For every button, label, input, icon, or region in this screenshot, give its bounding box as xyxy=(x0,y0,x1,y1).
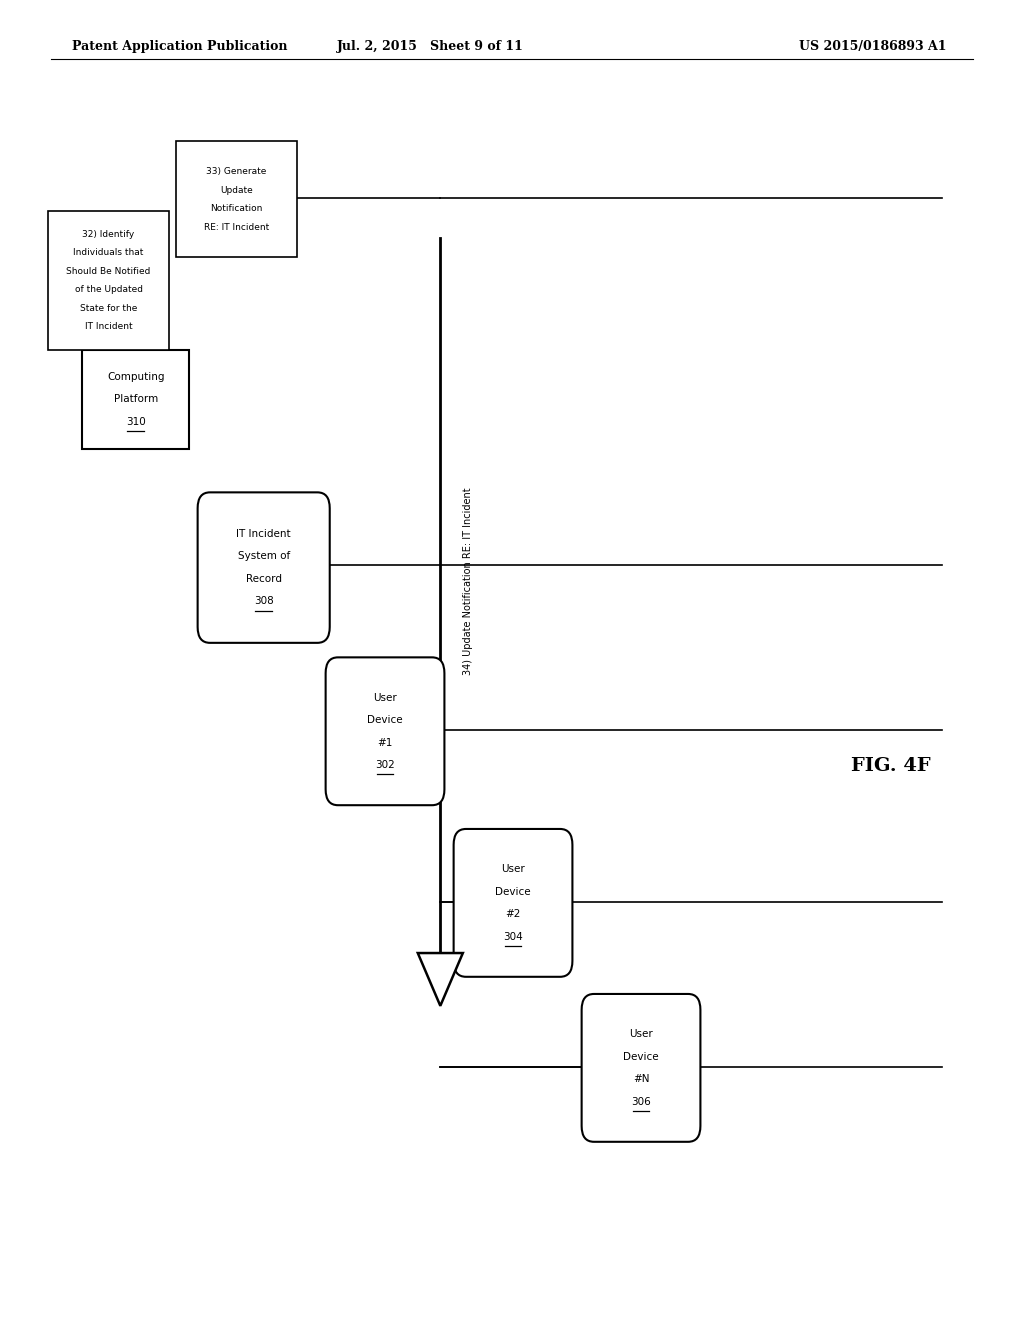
Text: Computing: Computing xyxy=(106,372,165,381)
Text: 308: 308 xyxy=(254,597,273,606)
Bar xyxy=(176,141,297,257)
Text: IT Incident: IT Incident xyxy=(85,322,132,331)
Text: 34) Update Notification RE: IT Incident: 34) Update Notification RE: IT Incident xyxy=(463,487,473,675)
Text: 304: 304 xyxy=(503,932,523,941)
Text: 32) Identify: 32) Identify xyxy=(82,230,135,239)
Text: FIG. 4F: FIG. 4F xyxy=(851,756,931,775)
FancyBboxPatch shape xyxy=(454,829,572,977)
Text: RE: IT Incident: RE: IT Incident xyxy=(204,223,269,231)
Text: #1: #1 xyxy=(377,738,393,747)
Text: Update: Update xyxy=(220,186,253,194)
FancyBboxPatch shape xyxy=(326,657,444,805)
Text: Individuals that: Individuals that xyxy=(74,248,143,257)
Text: 33) Generate: 33) Generate xyxy=(207,168,266,176)
Bar xyxy=(48,211,169,350)
Text: Record: Record xyxy=(246,574,282,583)
Text: #N: #N xyxy=(633,1074,649,1084)
Text: User: User xyxy=(501,865,525,874)
Text: Device: Device xyxy=(624,1052,658,1061)
Text: Patent Application Publication: Patent Application Publication xyxy=(72,40,287,53)
Text: Device: Device xyxy=(368,715,402,725)
Text: Should Be Notified: Should Be Notified xyxy=(67,267,151,276)
FancyBboxPatch shape xyxy=(582,994,700,1142)
Text: 306: 306 xyxy=(631,1097,651,1106)
Text: of the Updated: of the Updated xyxy=(75,285,142,294)
Text: 310: 310 xyxy=(126,417,145,426)
FancyBboxPatch shape xyxy=(198,492,330,643)
Text: 302: 302 xyxy=(375,760,395,770)
Text: User: User xyxy=(373,693,397,702)
Text: Device: Device xyxy=(496,887,530,896)
Bar xyxy=(82,350,189,449)
Text: IT Incident: IT Incident xyxy=(237,529,291,539)
Text: US 2015/0186893 A1: US 2015/0186893 A1 xyxy=(799,40,946,53)
Text: Platform: Platform xyxy=(114,395,158,404)
Text: Jul. 2, 2015   Sheet 9 of 11: Jul. 2, 2015 Sheet 9 of 11 xyxy=(337,40,523,53)
Polygon shape xyxy=(418,953,463,1006)
Text: System of: System of xyxy=(238,552,290,561)
Text: User: User xyxy=(629,1030,653,1039)
Text: Notification: Notification xyxy=(210,205,263,213)
Text: #2: #2 xyxy=(505,909,521,919)
Text: State for the: State for the xyxy=(80,304,137,313)
